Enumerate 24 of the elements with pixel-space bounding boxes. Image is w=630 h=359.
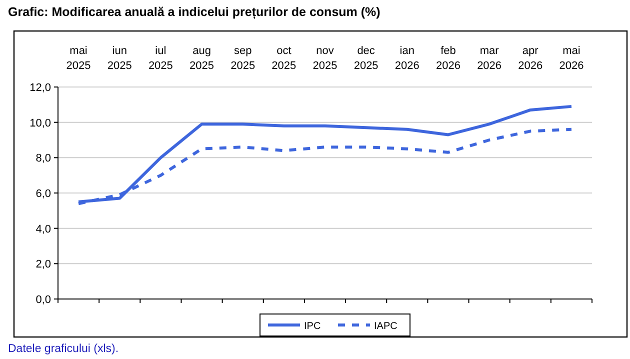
y-tick-label: 2,0 <box>36 258 51 271</box>
x-tick-label: sep 2025 <box>230 45 256 72</box>
y-tick-label: 8,0 <box>36 152 51 165</box>
x-tick-label: mai 2026 <box>559 45 584 72</box>
legend-label: IAPC <box>374 321 398 332</box>
x-tick-label: apr 2026 <box>518 45 543 72</box>
y-tick-label: 10,0 <box>30 117 51 130</box>
x-tick-label: mar 2026 <box>477 45 502 72</box>
y-tick-label: 12,0 <box>30 82 51 94</box>
x-tick-label: oct 2025 <box>272 45 296 72</box>
y-tick-label: 0,0 <box>36 294 51 306</box>
x-tick-label: ian 2026 <box>394 45 420 72</box>
x-tick-label: iul 2025 <box>148 45 173 72</box>
y-tick-label: 6,0 <box>36 188 51 200</box>
x-tick-label: mai 2025 <box>66 45 91 72</box>
chart-title: Grafic: Modificarea anuală a indicelui prețurilor de consum (%) <box>8 5 380 19</box>
legend-label: IPC <box>304 321 321 332</box>
y-tick-label: 4,0 <box>36 223 51 236</box>
x-tick-label: feb 2026 <box>436 45 460 72</box>
x-tick-label: iun 2025 <box>107 45 132 72</box>
x-tick-label: dec 2025 <box>354 45 378 72</box>
x-tick-label: aug 2025 <box>190 45 214 72</box>
text: Datele graficului (xls). <box>8 343 119 355</box>
x-tick-label: nov 2025 <box>312 45 338 72</box>
